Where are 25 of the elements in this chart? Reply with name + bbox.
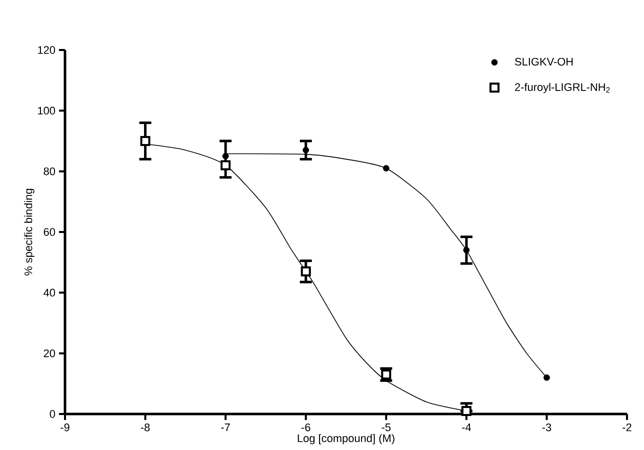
point: [220, 160, 231, 170]
x-tick-label: -4: [462, 424, 471, 432]
y-tick-label: 20: [44, 349, 56, 358]
x-tick-label: -9: [60, 424, 70, 432]
x-tick-label: -2: [622, 424, 632, 432]
y-tick-label: 0: [50, 410, 56, 418]
x-tick-label: -5: [382, 424, 391, 432]
y-tick-label: 100: [38, 106, 56, 115]
y-axis-title: % specific binding: [24, 188, 34, 276]
point: [382, 165, 390, 172]
legend-label: 2-furoyl-LIGRL-NH$_{2}$: [515, 82, 610, 94]
x-tick-label: -7: [221, 424, 230, 432]
x-tick-label: -6: [301, 424, 310, 432]
point: [300, 266, 311, 276]
y-tick-label: 60: [44, 228, 56, 236]
x-axis-title: Log [compound] (M): [298, 434, 394, 444]
y-tick-label: 40: [44, 288, 56, 297]
y-tick-label: 80: [44, 167, 56, 176]
x-tick-label: -3: [542, 424, 552, 432]
point: [222, 152, 229, 160]
point: [544, 374, 550, 381]
point: [461, 406, 472, 416]
y-tick-label: 120: [38, 46, 56, 54]
legend-label: SLIGKV-OH: [514, 58, 573, 66]
x-tick-label: -8: [140, 424, 150, 432]
